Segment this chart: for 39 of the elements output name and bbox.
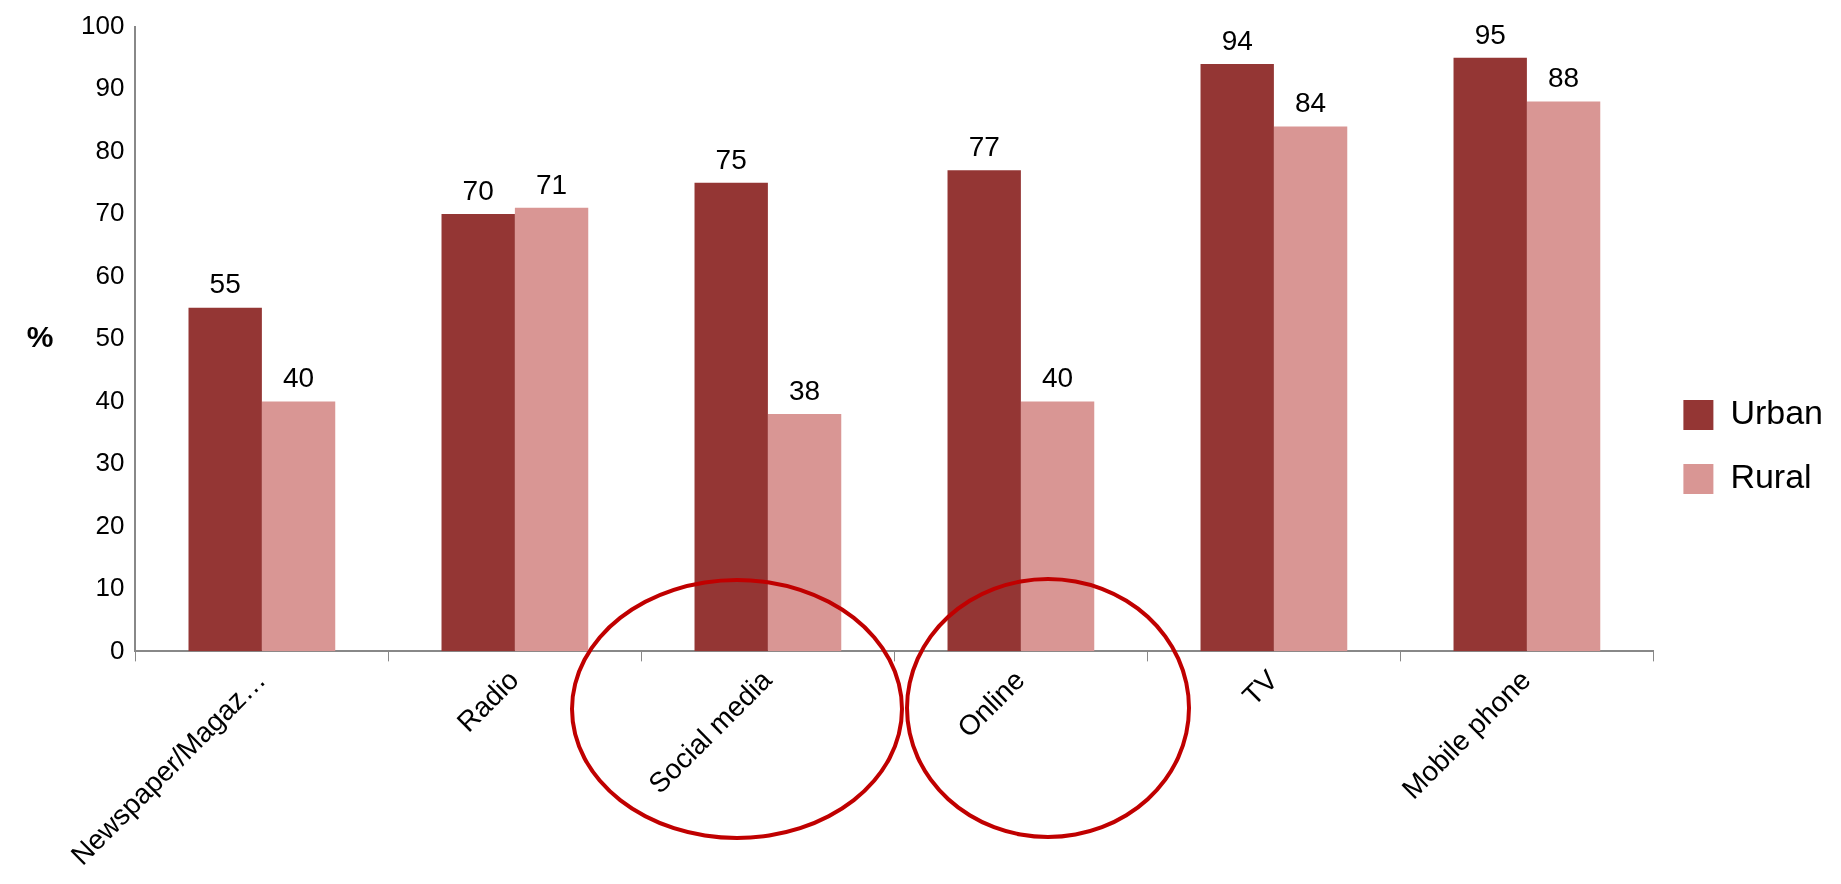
bar [441, 214, 515, 652]
data-label: 70 [462, 174, 494, 206]
y-tick-label: 80 [95, 134, 125, 165]
data-label: 75 [715, 143, 747, 175]
bar [1526, 101, 1601, 652]
bar [1273, 126, 1348, 652]
y-tick-label: 60 [95, 259, 125, 290]
data-label: 84 [1295, 87, 1327, 119]
bar [1020, 401, 1095, 652]
bar [514, 207, 589, 652]
bar [694, 182, 768, 652]
legend-label: Urban [1730, 393, 1824, 432]
y-tick-label: 30 [95, 447, 125, 478]
data-label: 88 [1548, 62, 1580, 94]
y-tick-label: 50 [95, 322, 125, 353]
data-label: 77 [968, 131, 1000, 163]
y-tick-label: 40 [95, 384, 125, 415]
y-tick-label: 100 [80, 9, 125, 40]
bar [188, 307, 262, 652]
data-label: 71 [535, 168, 568, 200]
data-label: 38 [788, 374, 821, 406]
x-tick-label: TV [1236, 663, 1284, 712]
bar [767, 413, 842, 652]
data-label: 95 [1474, 18, 1506, 50]
y-tick-label: 10 [95, 572, 125, 603]
bar [1200, 64, 1274, 652]
y-tick-label: 20 [95, 509, 125, 540]
data-label: 94 [1221, 24, 1253, 56]
legend-label: Rural [1730, 457, 1812, 496]
data-label: 55 [209, 268, 241, 300]
y-tick-label: 0 [109, 634, 125, 665]
data-label: 40 [282, 362, 315, 394]
y-tick-label: 90 [95, 72, 125, 103]
y-axis-title: % [26, 320, 54, 354]
bar [261, 401, 336, 652]
bar [1453, 57, 1527, 652]
data-label: 40 [1042, 362, 1074, 394]
bar [947, 170, 1021, 652]
y-tick-label: 70 [95, 197, 125, 228]
